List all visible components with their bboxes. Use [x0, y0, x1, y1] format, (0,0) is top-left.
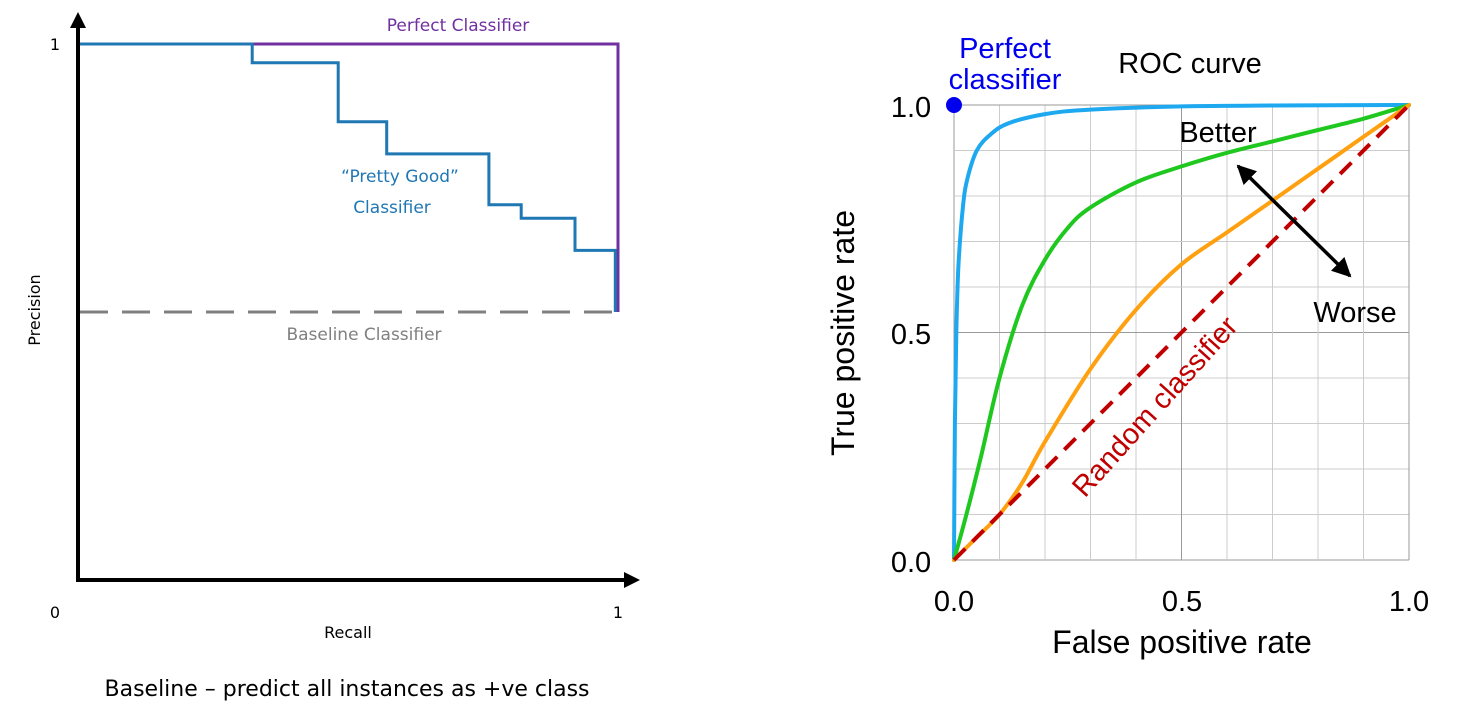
roc-x-tick-1: 1.0 — [1389, 586, 1429, 618]
pr-baseline-label: Baseline Classifier — [286, 325, 441, 345]
pr-x-tick-max: 1 — [613, 603, 623, 622]
roc-worse-arrow — [1290, 217, 1352, 278]
roc-perfect-label-line2: classifier — [949, 64, 1062, 96]
roc-y-tick-0-5: 0.5 — [891, 319, 931, 351]
roc-y-tick-1: 1.0 — [891, 92, 931, 124]
roc-good-curve — [952, 103, 1411, 562]
pr-origin-tick: 0 — [50, 603, 60, 622]
roc-y-axis-label: True positive rate — [825, 210, 861, 456]
pr-caption: Baseline – predict all instances as +ve … — [105, 677, 590, 702]
pr-perfect-classifier-line — [80, 42, 620, 312]
roc-random-label: Random classifier — [1066, 310, 1244, 503]
pr-series-group — [80, 42, 620, 314]
pr-y-axis-label: Precision — [25, 274, 44, 345]
roc-random-curve — [952, 103, 1411, 562]
roc-better-label: Better — [1179, 117, 1257, 149]
pr-y-axis-arrowhead — [70, 12, 86, 28]
roc-x-tick-0-5: 0.5 — [1162, 586, 1202, 618]
pr-pretty-good-classifier-line — [80, 42, 617, 312]
roc-x-tick-0: 0.0 — [934, 586, 974, 618]
pr-pretty-good-label-line1: “Pretty Good” — [341, 167, 459, 187]
roc-better-arrow — [1236, 164, 1294, 221]
roc-perfect-point — [946, 97, 962, 113]
precision-recall-chart: 1 0 1 Recall Precision Perfect Classifie… — [25, 12, 640, 702]
roc-excellent-curve — [952, 103, 1411, 562]
roc-worse-label: Worse — [1313, 297, 1396, 329]
pr-perfect-label: Perfect Classifier — [387, 16, 530, 36]
roc-title: ROC curve — [1118, 48, 1261, 80]
pr-x-axis-label: Recall — [324, 623, 372, 642]
roc-perfect-label-line1: Perfect — [959, 33, 1051, 65]
pr-pretty-good-label-line2: Classifier — [353, 198, 431, 218]
pr-x-axis-arrowhead — [624, 572, 640, 588]
roc-x-axis-label: False positive rate — [1052, 624, 1312, 660]
pr-y-tick-max: 1 — [50, 35, 60, 54]
roc-chart: ROC curve Perfect classifier Better Wors… — [825, 33, 1429, 660]
roc-y-tick-0: 0.0 — [891, 547, 931, 579]
roc-grid — [953, 104, 1410, 561]
roc-series-group — [952, 103, 1411, 562]
